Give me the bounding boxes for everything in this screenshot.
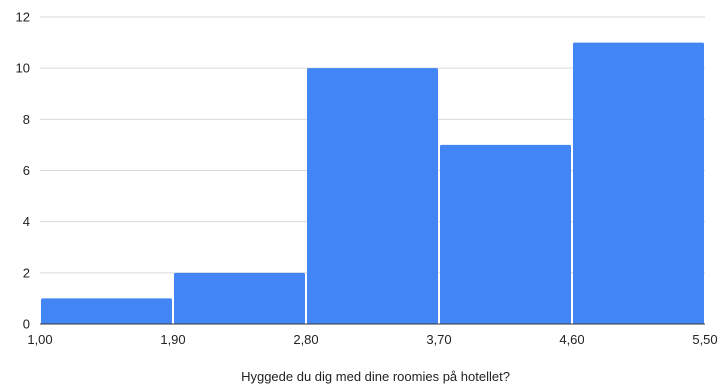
- x-tick-label: 4,60: [559, 332, 584, 347]
- histogram-bar: [41, 298, 172, 324]
- x-tick-label: 1,90: [160, 332, 185, 347]
- x-axis-title: Hyggede du dig med dine roomies på hotel…: [241, 369, 510, 384]
- y-tick-label: 2: [23, 265, 30, 280]
- y-tick-label: 12: [16, 10, 30, 25]
- x-tick-label: 1,00: [27, 332, 52, 347]
- x-tick-label: 2,80: [293, 332, 318, 347]
- bars: [41, 42, 704, 325]
- y-tick-label: 8: [23, 112, 30, 127]
- y-axis-ticks: 0 2 4 6 8 10 12: [16, 10, 30, 332]
- x-tick-label: 5,50: [692, 332, 717, 347]
- y-tick-label: 6: [23, 163, 30, 178]
- histogram-bar: [174, 272, 305, 324]
- y-tick-label: 0: [23, 317, 30, 332]
- histogram-bar: [307, 68, 438, 325]
- x-tick-label: 3,70: [426, 332, 451, 347]
- y-tick-label: 10: [16, 61, 30, 76]
- y-tick-label: 4: [23, 214, 30, 229]
- x-axis-ticks: 1,00 1,90 2,80 3,70 4,60 5,50: [27, 332, 717, 347]
- histogram-bar: [440, 144, 571, 324]
- histogram-bar: [573, 42, 704, 324]
